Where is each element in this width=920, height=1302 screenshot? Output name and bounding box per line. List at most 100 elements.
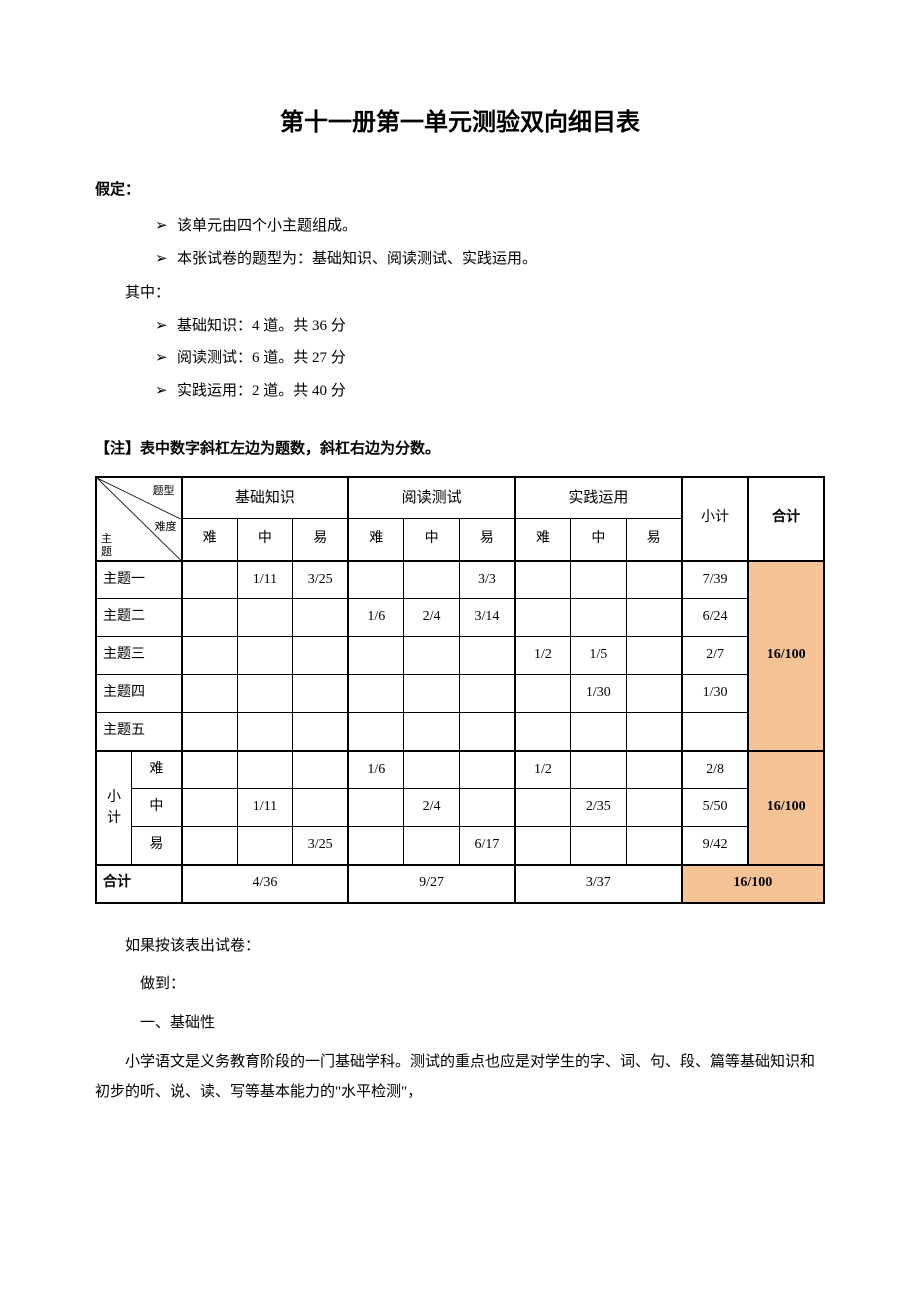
table-row: 主题二 1/62/43/14 6/24 xyxy=(96,599,824,637)
cell xyxy=(626,599,682,637)
subtotal-cell: 9/42 xyxy=(682,827,749,865)
subtotal-row-label: 小计 xyxy=(96,751,132,865)
col-group: 阅读测试 xyxy=(348,477,515,519)
cell xyxy=(626,675,682,713)
cell: 3/14 xyxy=(459,599,515,637)
subcol: 中 xyxy=(404,519,460,561)
cell: 1/30 xyxy=(571,675,627,713)
cell xyxy=(571,599,627,637)
diag-topic-label: 主题 xyxy=(101,533,112,557)
grand-total: 16/100 xyxy=(682,865,824,903)
cell xyxy=(348,675,404,713)
subtotal-col-header: 小计 xyxy=(682,477,749,561)
table-row: 合计 4/36 9/27 3/37 16/100 xyxy=(96,865,824,903)
cell xyxy=(182,713,238,751)
diag-type-label: 题型 xyxy=(153,481,175,502)
subcol: 难 xyxy=(182,519,238,561)
subcol: 中 xyxy=(237,519,293,561)
bullet-item: ➢该单元由四个小主题组成。 xyxy=(155,212,825,241)
cell xyxy=(626,789,682,827)
subtotal-cell: 2/8 xyxy=(682,751,749,789)
row-label: 主题一 xyxy=(96,561,182,599)
cell: 2/4 xyxy=(404,599,460,637)
diag-difficulty-label: 难度 xyxy=(155,517,177,538)
cell xyxy=(515,599,571,637)
arrow-icon: ➢ xyxy=(155,312,177,341)
cell: 2/35 xyxy=(571,789,627,827)
total-row-label: 合计 xyxy=(96,865,182,903)
cell: 1/11 xyxy=(237,789,293,827)
cell xyxy=(348,827,404,865)
cell xyxy=(515,561,571,599)
bullet-item: ➢基础知识：4 道。共 36 分 xyxy=(155,312,825,341)
subcol: 难 xyxy=(515,519,571,561)
subtotal-cell: 2/7 xyxy=(682,637,749,675)
subtotal-cell: 1/30 xyxy=(682,675,749,713)
table-row: 主题五 xyxy=(96,713,824,751)
cell xyxy=(293,751,349,789)
cell: 3/3 xyxy=(459,561,515,599)
bullet-text: 本张试卷的题型为：基础知识、阅读测试、实践运用。 xyxy=(177,251,537,267)
row-label: 难 xyxy=(132,751,182,789)
total-cell: 9/27 xyxy=(348,865,515,903)
subcol: 易 xyxy=(626,519,682,561)
cell xyxy=(237,675,293,713)
cell xyxy=(348,561,404,599)
bullet-text: 实践运用：2 道。共 40 分 xyxy=(177,383,346,399)
cell xyxy=(626,827,682,865)
cell xyxy=(237,713,293,751)
col-group: 实践运用 xyxy=(515,477,682,519)
cell xyxy=(182,827,238,865)
cell: 3/25 xyxy=(293,561,349,599)
cell xyxy=(182,675,238,713)
arrow-icon: ➢ xyxy=(155,212,177,241)
table-row: 主题三 1/21/5 2/7 xyxy=(96,637,824,675)
cell xyxy=(459,713,515,751)
table-row: 中 1/11 2/4 2/35 5/50 xyxy=(96,789,824,827)
cell xyxy=(571,561,627,599)
cell xyxy=(459,675,515,713)
table-row: 小计 难 1/6 1/2 2/8 16/100 xyxy=(96,751,824,789)
para: 如果按该表出试卷： xyxy=(95,932,825,961)
row-label: 主题三 xyxy=(96,637,182,675)
para: 小学语文是义务教育阶段的一门基础学科。测试的重点也应是对学生的字、词、句、段、篇… xyxy=(95,1047,825,1107)
cell xyxy=(459,789,515,827)
cell xyxy=(293,675,349,713)
cell xyxy=(404,675,460,713)
bullet-list-top: ➢该单元由四个小主题组成。 ➢本张试卷的题型为：基础知识、阅读测试、实践运用。 xyxy=(155,212,825,273)
subcol: 易 xyxy=(293,519,349,561)
cell xyxy=(515,675,571,713)
body-paragraphs: 如果按该表出试卷： 做到： 一、基础性 小学语文是义务教育阶段的一门基础学科。测… xyxy=(95,932,825,1108)
col-group: 基础知识 xyxy=(182,477,349,519)
cell xyxy=(293,789,349,827)
cell xyxy=(237,637,293,675)
bullet-item: ➢本张试卷的题型为：基础知识、阅读测试、实践运用。 xyxy=(155,245,825,274)
cell xyxy=(626,561,682,599)
bullet-item: ➢实践运用：2 道。共 40 分 xyxy=(155,377,825,406)
bullet-text: 基础知识：4 道。共 36 分 xyxy=(177,318,346,334)
cell xyxy=(571,827,627,865)
para: 一、基础性 xyxy=(140,1009,825,1038)
cell: 1/6 xyxy=(348,599,404,637)
row-label: 易 xyxy=(132,827,182,865)
cell xyxy=(459,751,515,789)
cell xyxy=(404,713,460,751)
cell xyxy=(348,713,404,751)
para: 做到： xyxy=(140,970,825,999)
cell xyxy=(404,561,460,599)
arrow-icon: ➢ xyxy=(155,245,177,274)
diagonal-header: 题型 难度 主题 xyxy=(96,477,182,561)
cell: 1/2 xyxy=(515,637,571,675)
page-title: 第十一册第一单元测验双向细目表 xyxy=(95,100,825,146)
total-cell: 4/36 xyxy=(182,865,349,903)
cell xyxy=(348,789,404,827)
cell xyxy=(626,637,682,675)
subcol: 中 xyxy=(571,519,627,561)
bullet-item: ➢阅读测试：6 道。共 27 分 xyxy=(155,344,825,373)
row-label: 主题四 xyxy=(96,675,182,713)
assume-label: 假定： xyxy=(95,176,825,205)
cell xyxy=(182,561,238,599)
among-label: 其中： xyxy=(125,279,825,308)
subtotal-total: 16/100 xyxy=(748,751,824,865)
subtotal-cell: 5/50 xyxy=(682,789,749,827)
